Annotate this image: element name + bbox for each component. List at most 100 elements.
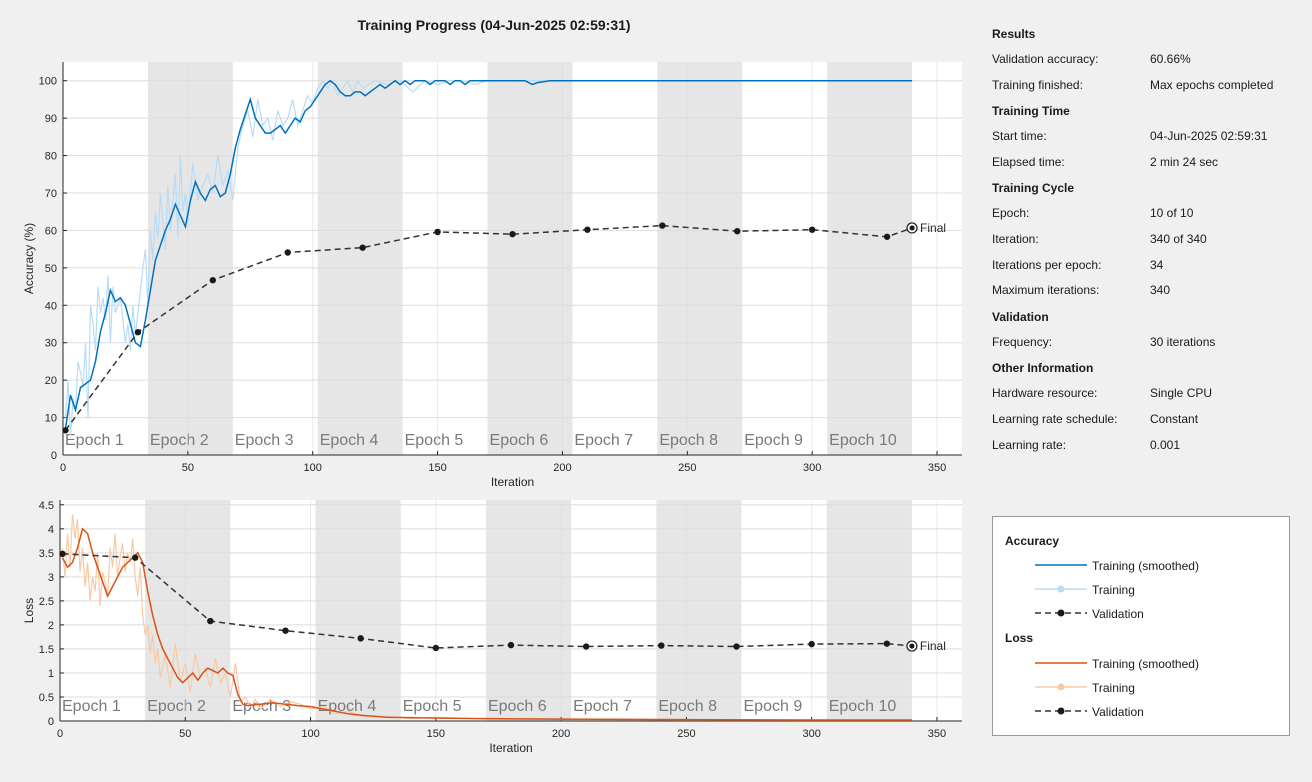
info-row: Hardware resource: Single CPU [992,386,1292,412]
info-section-heading: Other Information [992,361,1094,376]
loss-validation-point [582,643,590,650]
legend-loss-smoothed-label: Training (smoothed) [1092,657,1199,671]
info-value: 340 of 340 [1150,231,1207,246]
loss-final-marker-dot [909,643,915,649]
legend-accuracy-smoothed-label: Training (smoothed) [1092,559,1199,573]
epoch-band [827,62,913,455]
loss-validation-point [131,554,139,561]
epoch-band [485,500,572,721]
info-label: Start time: [992,129,1047,144]
loss-validation-point [658,642,665,649]
x-axis-label: Iteration [491,475,534,489]
epoch-band [656,500,742,721]
x-tick-label: 50 [179,728,191,740]
epoch-band [826,500,912,721]
legend-acc-raw-marker [1057,585,1065,593]
y-tick-label: 0 [51,450,57,462]
info-label: Iterations per epoch: [992,257,1102,272]
legend-accuracy-training-label: Training [1092,583,1135,597]
info-value: 340 [1150,283,1171,298]
epoch-label: Epoch 5 [403,698,462,715]
info-value: Single CPU [1150,386,1213,401]
info-value: Max epochs completed [1150,77,1274,92]
y-tick-label: 0.5 [39,692,54,704]
loss-axes: Epoch 1 Epoch 2 Epoch 3 Epoch 4 Epoch 5 Epoch… [22,500,962,755]
info-label: Frequency: [992,334,1053,349]
info-value: 30 iterations [1150,334,1216,349]
y-tick-label: 0 [48,716,54,728]
info-label: Iteration: [992,231,1039,246]
accuracy-validation-point [134,329,142,336]
info-row: Frequency: 30 iterations [992,335,1292,361]
legend-acc-val-marker [1057,609,1065,617]
epoch-label: Epoch 3 [232,698,291,715]
epoch-label: Epoch 4 [318,698,377,715]
accuracy-training-smoothed-line [64,79,913,429]
x-tick-label: 100 [304,462,322,474]
info-label: Hardware resource: [992,386,1098,401]
info-section-heading: Validation [992,309,1049,324]
epoch-band [657,62,743,455]
legend-loss-heading: Loss [1005,631,1034,645]
x-tick-label: 150 [427,728,445,740]
loss-validation-point [282,627,289,634]
x-tick-label: 200 [553,462,571,474]
epoch-label: Epoch 7 [573,698,632,715]
x-tick-label: 50 [182,462,194,474]
loss-validation-point [432,644,440,652]
legend-loss-training-label: Training [1092,681,1135,695]
y-tick-label: 50 [45,263,57,275]
legend-accuracy-validation-label: Validation [1092,607,1144,621]
y-tick-label: 60 [45,225,57,237]
y-tick-label: 1 [48,668,54,680]
x-tick-label: 300 [802,728,820,740]
y-tick-label: 10 [45,413,57,425]
y-tick-label: 80 [45,151,57,163]
info-value: 04-Jun-2025 02:59:31 [1150,129,1268,144]
loss-validation-point [59,550,66,558]
epoch-label: Epoch 9 [744,698,803,715]
info-row: Iteration: 340 of 340 [992,232,1292,258]
x-tick-label: 350 [928,728,946,740]
loss-final-label: Final [920,639,946,653]
info-section-heading: Training Cycle [992,181,1075,196]
epoch-label: Epoch 4 [320,432,379,449]
epoch-label: Epoch 2 [150,432,209,449]
epoch-label: Epoch 5 [405,432,464,449]
accuracy-validation-point [509,230,516,238]
epoch-label: Epoch 6 [490,432,549,449]
info-label: Epoch: [992,206,1030,221]
legend-loss-val-marker [1057,707,1065,715]
y-tick-label: 90 [45,113,57,125]
info-panel: Results Validation accuracy: 60.66% Trainin… [992,26,1292,463]
info-label: Maximum iterations: [992,283,1100,298]
loss-validation-point [207,617,214,625]
training-progress-charts: Epoch 1 Epoch 2 Epoch 3 Epoch 4 Epoch 5 Epoch… [22,62,962,755]
info-section-heading: Results [992,27,1036,41]
x-tick-label: 200 [552,728,570,740]
accuracy-validation-point [359,244,366,251]
x-tick-label: 150 [428,462,446,474]
info-row: Iterations per epoch: 34 [992,258,1292,284]
info-row: Learning rate: 0.001 [992,438,1292,464]
epoch-label: Epoch 6 [488,698,547,715]
info-label: Elapsed time: [992,154,1065,169]
epoch-label: Epoch 10 [829,698,897,715]
epoch-band [317,62,403,455]
epoch-label: Epoch 1 [65,432,124,449]
epoch-label: Epoch 10 [829,432,897,449]
chart-title: Training Progress (04-Jun-2025 02:59:31) [357,17,631,33]
accuracy-validation-point [659,222,666,229]
info-value: 2 min 24 sec [1150,154,1219,169]
epoch-label: Epoch 8 [659,432,718,449]
epoch-label: Epoch 7 [574,432,633,449]
accuracy-validation-point [434,228,441,236]
y-axis-label: Loss [22,598,36,623]
info-row: Epoch: 10 of 10 [992,206,1292,232]
y-tick-label: 4 [48,524,54,536]
epoch-label: Epoch 3 [235,432,294,449]
y-tick-label: 30 [45,338,57,350]
info-row: Learning rate schedule: Constant [992,412,1292,438]
info-row: Validation accuracy: 60.66% [992,52,1292,78]
info-label: Learning rate schedule: [992,411,1118,426]
